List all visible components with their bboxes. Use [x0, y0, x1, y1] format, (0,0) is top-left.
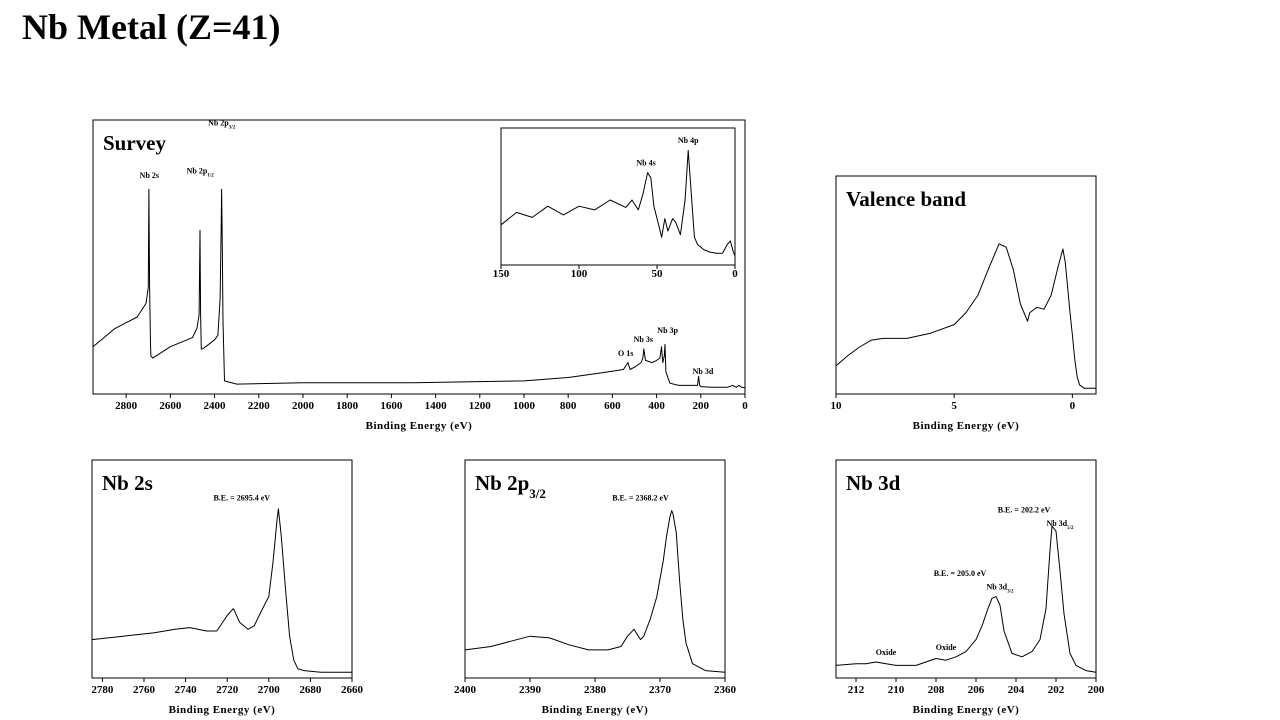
x-tick-label: 2780 [91, 684, 114, 696]
x-axis-label: Binding Energy (eV) [366, 420, 473, 432]
x-axis-label: Binding Energy (eV) [913, 704, 1020, 716]
chart-nb-2s: 2780 2760 2740 2720 2700 2680 2660 Binding Ener… [91, 459, 364, 716]
peak-label: Oxide [876, 648, 897, 657]
peak-label: Nb 4p [678, 136, 699, 145]
chart-survey-inset: 150 100 50 0 Nb 4s Nb 4p [493, 127, 738, 280]
x-tick-label: 2760 [133, 684, 156, 696]
x-tick-label: 800 [560, 400, 577, 412]
x-axis-label: Binding Energy (eV) [542, 704, 649, 716]
binding-energy-label: B.E. = 2368.2 eV [612, 493, 669, 502]
spectrum-line [500, 149, 736, 256]
peak-label: Nb 3p [657, 326, 678, 335]
binding-energy-label: B.E. = 205.0 eV [934, 569, 987, 578]
x-tick-label: 2700 [258, 684, 281, 696]
chart-survey: 2800 2600 2400 2200 2000 1800 1600 1400 1200 1000… [92, 119, 748, 432]
x-tick-label: 2380 [584, 684, 607, 696]
peak-label: Nb 2s [140, 171, 159, 180]
chart-valence-band: 10 5 0 Binding Energy (eV) Valence band [831, 175, 1097, 432]
spectrum-line [91, 508, 352, 673]
x-tick-label: 206 [968, 684, 985, 696]
plot-frame [835, 175, 1097, 395]
spectrum-line [835, 243, 1096, 389]
x-tick-label: 2370 [649, 684, 672, 696]
x-tick-label: 10 [831, 400, 843, 412]
plot-frame [92, 119, 746, 395]
x-tick-label: 2680 [299, 684, 322, 696]
x-tick-label: 1800 [336, 400, 359, 412]
x-tick-label: 208 [928, 684, 945, 696]
chart-nb-2p32: 2400 2390 2380 2370 2360 Binding Energy (eV) N… [454, 459, 737, 716]
x-tick-label: 2800 [115, 400, 138, 412]
x-tick-label: 2360 [714, 684, 737, 696]
chart-nb-3d: 212 210 208 206 204 202 200 Binding Energy (eV)… [835, 459, 1105, 716]
x-tick-label: 202 [1048, 684, 1065, 696]
panel-title: Survey [103, 131, 167, 155]
x-tick-label: 200 [693, 400, 710, 412]
x-tick-label: 0 [1070, 400, 1076, 412]
x-tick-label: 0 [732, 268, 738, 280]
x-tick-label: 2400 [204, 400, 227, 412]
x-axis-label: Binding Energy (eV) [169, 704, 276, 716]
peak-label: Nb 3d5/2 [1046, 519, 1074, 531]
x-tick-label: 1400 [425, 400, 448, 412]
binding-energy-label: B.E. = 2695.4 eV [213, 493, 270, 502]
panel-title: Nb 2p3/2 [475, 471, 546, 501]
binding-energy-label: B.E. = 202.2 eV [998, 505, 1051, 514]
x-tick-label: 210 [888, 684, 905, 696]
peak-label: Oxide [936, 643, 957, 652]
spectrum-line [92, 188, 746, 389]
peak-label: O 1s [618, 349, 633, 358]
peak-label: Nb 3s [634, 335, 653, 344]
peak-label: Nb 2p3/2 [208, 119, 236, 130]
x-tick-label: 2000 [292, 400, 315, 412]
plot-frame [91, 459, 353, 679]
x-tick-label: 2740 [175, 684, 198, 696]
x-tick-label: 2600 [159, 400, 182, 412]
x-tick-label: 212 [848, 684, 865, 696]
x-tick-label: 2390 [519, 684, 542, 696]
x-tick-label: 600 [604, 400, 621, 412]
x-tick-label: 1000 [513, 400, 536, 412]
x-tick-label: 204 [1008, 684, 1025, 696]
peak-label: Nb 3d [693, 367, 714, 376]
x-tick-label: 2660 [341, 684, 364, 696]
panel-title: Nb 2s [102, 471, 153, 495]
spectrum-line [464, 510, 726, 673]
panel-title: Nb 3d [846, 471, 901, 495]
x-tick-label: 100 [571, 268, 588, 280]
x-tick-label: 0 [742, 400, 748, 412]
panel-title: Valence band [846, 187, 966, 211]
x-tick-label: 2200 [248, 400, 271, 412]
x-tick-label: 150 [493, 268, 510, 280]
plot-frame [500, 127, 736, 266]
x-tick-label: 1600 [380, 400, 403, 412]
x-tick-label: 1200 [469, 400, 492, 412]
x-tick-label: 5 [951, 400, 957, 412]
peak-label: Nb 2p1/2 [187, 166, 215, 178]
x-tick-label: 2720 [216, 684, 239, 696]
plot-frame [835, 459, 1097, 679]
peak-label: Nb 4s [636, 158, 655, 167]
spectrum-line [835, 525, 1097, 673]
x-axis-label: Binding Energy (eV) [913, 420, 1020, 432]
page-title: Nb Metal (Z=41) [22, 7, 281, 47]
x-tick-label: 2400 [454, 684, 477, 696]
x-tick-label: 50 [652, 268, 664, 280]
x-tick-label: 200 [1088, 684, 1105, 696]
x-tick-label: 400 [648, 400, 665, 412]
peak-label: Nb 3d3/2 [986, 583, 1014, 595]
